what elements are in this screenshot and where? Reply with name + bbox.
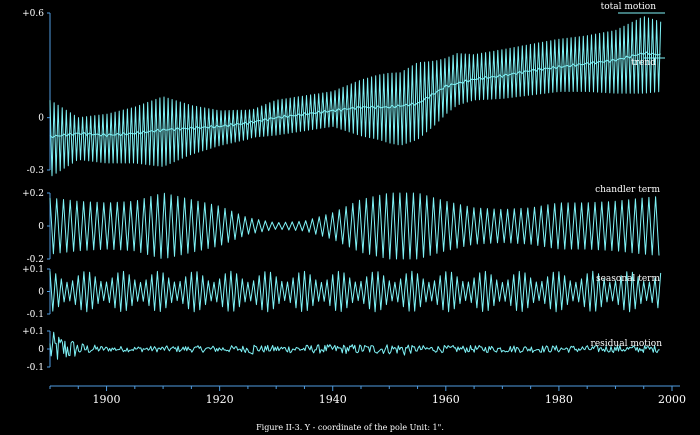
y-tick-label-residual: +0.1 [22, 327, 44, 337]
x-tick-label: 2000 [658, 393, 686, 406]
series-label-chandler-term: chandler term [595, 185, 660, 195]
series-line-residual-motion [49, 331, 660, 360]
x-tick-label: 1980 [545, 393, 573, 406]
panel-chandler: +0.2 0 -0.2 chandler term [22, 185, 660, 265]
x-tick-label: 1960 [432, 393, 460, 406]
y-tick-label-residual: 0 [38, 345, 44, 355]
panels-layer: +0.6 0 -0.3 total motion trend +0.2 0 -0.2 chand… [22, 2, 665, 373]
series-line-total-motion [49, 16, 662, 177]
panel-residual: +0.1 0 -0.1 residual motion [22, 327, 662, 373]
y-tick-label-residual: -0.1 [27, 363, 44, 373]
y-tick-label-total: -0.3 [27, 166, 45, 176]
x-tick-label: 1940 [319, 393, 347, 406]
series-line-trend [49, 51, 661, 139]
series-label-total-motion: total motion [601, 2, 657, 12]
y-tick-label-seasonal: +0.1 [22, 265, 44, 275]
x-axis: 1900 1920 1940 1960 1980 2000 [49, 385, 686, 406]
y-tick-label-seasonal: 0 [38, 288, 44, 298]
figure-caption: Figure II-3. Y - coordinate of the pole … [256, 423, 444, 432]
x-tick-label: 1920 [206, 393, 234, 406]
series-line-seasonal-term [49, 270, 662, 313]
series-label-trend: trend [631, 58, 656, 68]
series-label-residual-motion: residual motion [591, 339, 663, 349]
y-tick-label-total: 0 [38, 114, 44, 124]
y-tick-label-seasonal: -0.1 [27, 310, 44, 320]
series-label-seasonal-term: seasonal term [596, 274, 660, 284]
x-tick-label: 1900 [93, 393, 121, 406]
panel-seasonal: +0.1 0 -0.1 seasonal term [22, 265, 662, 320]
y-tick-label-chandler: 0 [38, 222, 44, 232]
y-tick-label-chandler: +0.2 [22, 189, 44, 199]
panel-total: +0.6 0 -0.3 total motion trend [22, 2, 665, 177]
series-line-chandler-term [49, 192, 660, 260]
y-tick-label-total: +0.6 [22, 9, 44, 19]
y-tick-label-chandler: -0.2 [27, 255, 44, 265]
